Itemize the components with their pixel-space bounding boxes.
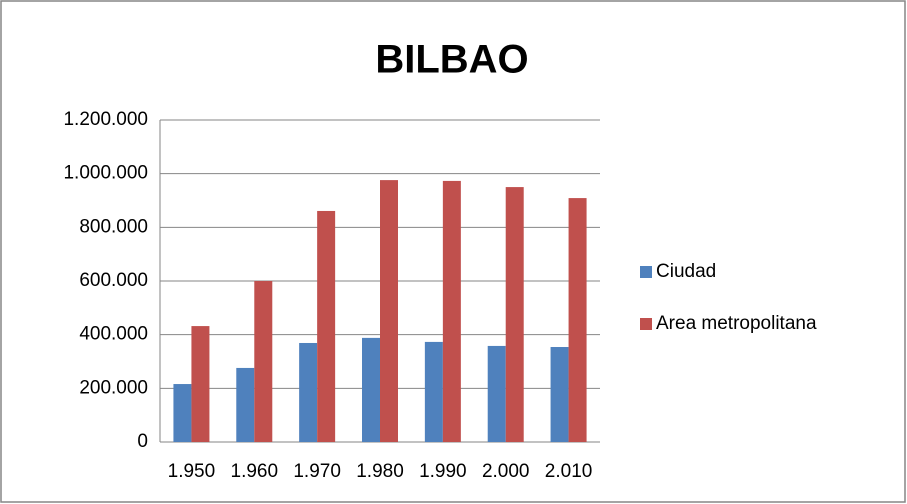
bar bbox=[236, 367, 255, 442]
legend-swatch bbox=[640, 318, 652, 330]
y-tick-label: 0 bbox=[137, 431, 148, 452]
y-tick-label: 800.000 bbox=[79, 216, 148, 237]
y-tick-label: 600.000 bbox=[79, 270, 148, 291]
bar bbox=[317, 210, 336, 442]
bar bbox=[362, 337, 380, 442]
bar bbox=[568, 198, 587, 442]
legend-label: Area metropolitana bbox=[656, 313, 817, 334]
bar bbox=[173, 384, 192, 442]
y-tick-label: 400.000 bbox=[79, 324, 148, 345]
x-tick-label: 1.970 bbox=[293, 461, 341, 482]
x-tick-label: 2.010 bbox=[545, 461, 593, 482]
x-tick-label: 1.980 bbox=[356, 461, 404, 482]
y-tick-label: 1.200.000 bbox=[63, 109, 148, 130]
chart-title: BILBAO bbox=[375, 38, 528, 82]
bar bbox=[424, 341, 443, 442]
bar bbox=[505, 187, 524, 442]
bar bbox=[487, 345, 506, 442]
y-tick-label: 1.000.000 bbox=[63, 163, 148, 184]
legend-label: Ciudad bbox=[656, 261, 716, 282]
x-tick-label: 2.000 bbox=[482, 461, 530, 482]
legend-swatch bbox=[640, 266, 652, 278]
x-tick-label: 1.990 bbox=[419, 461, 467, 482]
bar bbox=[442, 180, 461, 442]
x-tick-label: 1.960 bbox=[231, 461, 279, 482]
bar bbox=[299, 342, 318, 442]
bar bbox=[380, 180, 398, 442]
bar bbox=[254, 281, 273, 442]
bar bbox=[191, 326, 210, 442]
y-tick-label: 200.000 bbox=[79, 377, 148, 398]
x-tick-label: 1.950 bbox=[168, 461, 216, 482]
bar bbox=[550, 347, 569, 442]
